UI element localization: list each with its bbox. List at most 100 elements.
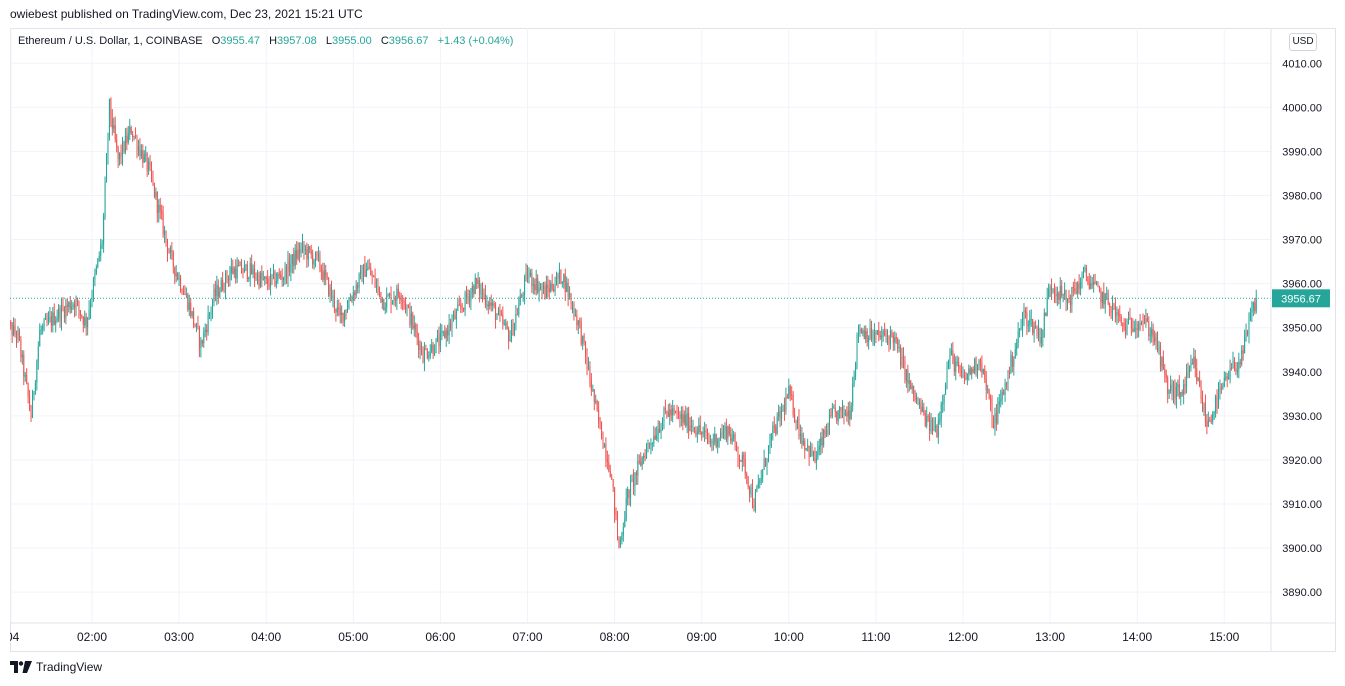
candle-body <box>26 374 28 384</box>
candle-body <box>249 263 251 278</box>
candle-body <box>1119 313 1121 317</box>
candle-body <box>393 299 395 301</box>
candle-body <box>1178 384 1180 397</box>
candle-body <box>1223 377 1225 387</box>
candle-body <box>592 389 594 391</box>
price-tick-label: 4000.00 <box>1282 102 1322 114</box>
candle-body <box>319 253 321 269</box>
candle-body <box>795 421 797 423</box>
candle-body <box>1006 382 1008 387</box>
candle-body <box>203 331 205 344</box>
candle-body <box>985 378 987 391</box>
candle-body <box>869 327 871 339</box>
candle-body <box>913 385 915 395</box>
candle-body <box>197 323 199 328</box>
candle-body <box>988 389 990 399</box>
candle-body <box>982 368 984 374</box>
candle-body <box>685 414 687 426</box>
candle-body <box>1228 377 1230 380</box>
candle-body <box>451 320 453 328</box>
candle-body <box>351 300 353 302</box>
candle-body <box>545 284 547 299</box>
open-label: O <box>211 35 221 47</box>
candle-body <box>1037 328 1039 336</box>
candle-body <box>1164 369 1166 374</box>
candle-body <box>721 432 723 436</box>
candle-body <box>1172 383 1174 396</box>
candle-body <box>384 307 386 311</box>
candle-body <box>403 300 405 303</box>
candle-body <box>564 274 566 293</box>
candle-body <box>198 327 200 349</box>
candle-body <box>1033 326 1035 334</box>
candle-body <box>216 285 218 296</box>
candle-body <box>737 450 739 459</box>
candle-body <box>426 349 428 358</box>
candle-body <box>344 310 346 322</box>
candle-body <box>650 444 652 446</box>
candlestick-chart[interactable]: 3890.00 3900.00 3910.00 3920.00 3930.00 3940.… <box>10 28 1336 652</box>
candle-body <box>481 288 483 296</box>
candle-body <box>180 277 182 291</box>
candle-body <box>342 312 344 322</box>
candle-body <box>301 242 303 247</box>
candle-body <box>1062 294 1064 296</box>
candle-body <box>34 382 36 393</box>
candle-body <box>849 410 851 420</box>
time-tick-label: 04:00 <box>251 630 281 644</box>
candle-body <box>651 443 653 445</box>
candle-body <box>418 338 420 351</box>
candle-body <box>371 275 373 277</box>
candle-body <box>82 317 84 325</box>
candle-body <box>792 395 794 416</box>
candle-body <box>984 368 986 379</box>
candle-body <box>566 282 568 293</box>
candle-body <box>840 407 842 412</box>
candle-body <box>422 353 424 363</box>
candle-body <box>823 429 825 446</box>
candle-body <box>123 141 125 152</box>
candle-body <box>164 230 166 235</box>
candle-body <box>331 287 333 299</box>
currency-button[interactable]: USD <box>1289 33 1317 51</box>
candle-body <box>1030 318 1032 320</box>
candle-body <box>152 177 154 184</box>
candle-body <box>596 401 598 410</box>
price-tick-label: 3910.00 <box>1282 499 1322 511</box>
candle-body <box>828 414 830 434</box>
candle-body <box>271 274 273 277</box>
candle-body <box>166 240 168 253</box>
candle-body <box>753 504 755 511</box>
candle-body <box>969 368 971 375</box>
candle-body <box>36 361 38 383</box>
candle-body <box>27 383 29 397</box>
candle-body <box>68 302 70 307</box>
candle-body <box>281 277 283 280</box>
candle-body <box>643 455 645 458</box>
time-tick-label: 08:00 <box>600 630 630 644</box>
candle-body <box>304 249 306 251</box>
candle-body <box>11 323 13 336</box>
candle-body <box>635 472 637 476</box>
candle-body <box>126 135 128 143</box>
candle-body <box>892 335 894 343</box>
candle-body <box>757 483 759 489</box>
candle-body <box>1184 384 1186 387</box>
candle-body <box>259 273 261 287</box>
candle-body <box>290 264 292 272</box>
candle-body <box>325 270 327 276</box>
candle-body <box>213 288 215 303</box>
candle-body <box>1159 345 1161 367</box>
candle-body <box>1152 328 1154 338</box>
tradingview-logo[interactable]: TradingView <box>10 660 102 674</box>
candle-body <box>817 449 819 459</box>
candle-body <box>1123 323 1125 327</box>
candle-body <box>1212 413 1214 422</box>
candle-body <box>1186 372 1188 387</box>
candle-body <box>184 294 186 296</box>
candle-body <box>377 285 379 287</box>
candle-body <box>425 348 427 350</box>
candle-body <box>120 152 122 158</box>
candle-body <box>516 314 518 316</box>
candle-body <box>688 413 690 431</box>
